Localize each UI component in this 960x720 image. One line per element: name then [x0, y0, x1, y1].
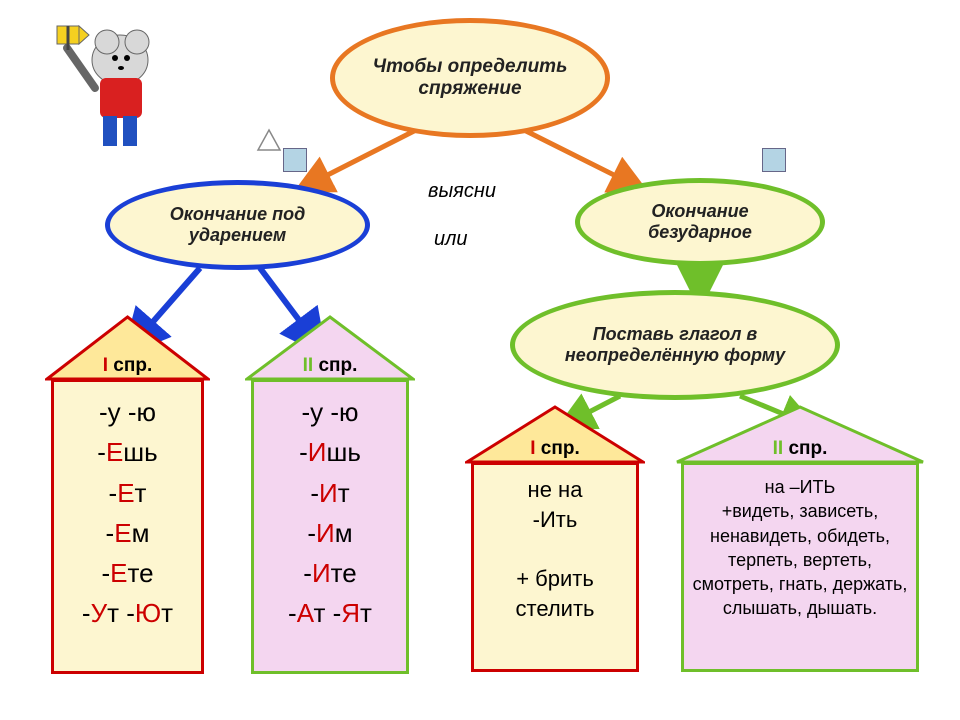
- mouse-illustration: [45, 20, 175, 160]
- house-h3: I спр.не на -Ить + брить стелить: [465, 405, 645, 670]
- house-body: -у -ю-Ишь-Ит-Им-Ите-Ат -Ят: [251, 379, 409, 674]
- house-body: -у -ю-Ешь-Ет-Ем-Ете-Ут -Ют: [51, 379, 204, 674]
- ending-line: -Ешь: [58, 432, 197, 472]
- arrow-0: [302, 128, 420, 188]
- ending-line: -Ете: [58, 553, 197, 593]
- house-h1: I спр.-у -ю-Ешь-Ет-Ем-Ете-Ут -Ют: [45, 315, 210, 672]
- ending-line: -Ите: [258, 553, 402, 593]
- decorative-square-1: [762, 148, 786, 172]
- label-ili: или: [434, 228, 468, 251]
- house-roof-label: I спр.: [465, 438, 645, 460]
- ending-line: -Ем: [58, 513, 197, 553]
- ending-line: -Ишь: [258, 432, 402, 472]
- ellipse-infinitive: Поставь глагол в неопределённую форму: [510, 290, 840, 400]
- ending-line: -у -ю: [258, 392, 402, 432]
- house-roof-label: II спр.: [675, 438, 925, 460]
- triangle-outline: [256, 128, 282, 154]
- ending-line: -Ат -Ят: [258, 593, 402, 633]
- label-vyyasni: выясни: [428, 180, 496, 203]
- arrow-1: [520, 128, 640, 188]
- ending-line: -Ут -Ют: [58, 593, 197, 633]
- house-roof-label: II спр.: [245, 355, 415, 377]
- ending-line: -у -ю: [58, 392, 197, 432]
- house-roof-label: I спр.: [45, 355, 210, 377]
- ending-line: -Ет: [58, 473, 197, 513]
- house-body: на –ИТЬ +видеть, зависеть, ненавидеть, о…: [681, 462, 919, 672]
- ellipse-left: Окончание под ударением: [105, 180, 370, 270]
- ellipse-top: Чтобы определить спряжение: [330, 18, 610, 138]
- ellipse-right: Окончание безударное: [575, 178, 825, 266]
- ending-line: -Им: [258, 513, 402, 553]
- house-h2: II спр.-у -ю-Ишь-Ит-Им-Ите-Ат -Ят: [245, 315, 415, 672]
- house-h4: II спр.на –ИТЬ +видеть, зависеть, ненави…: [675, 405, 925, 670]
- decorative-square-0: [283, 148, 307, 172]
- house-body: не на -Ить + брить стелить: [471, 462, 639, 672]
- ending-line: -Ит: [258, 473, 402, 513]
